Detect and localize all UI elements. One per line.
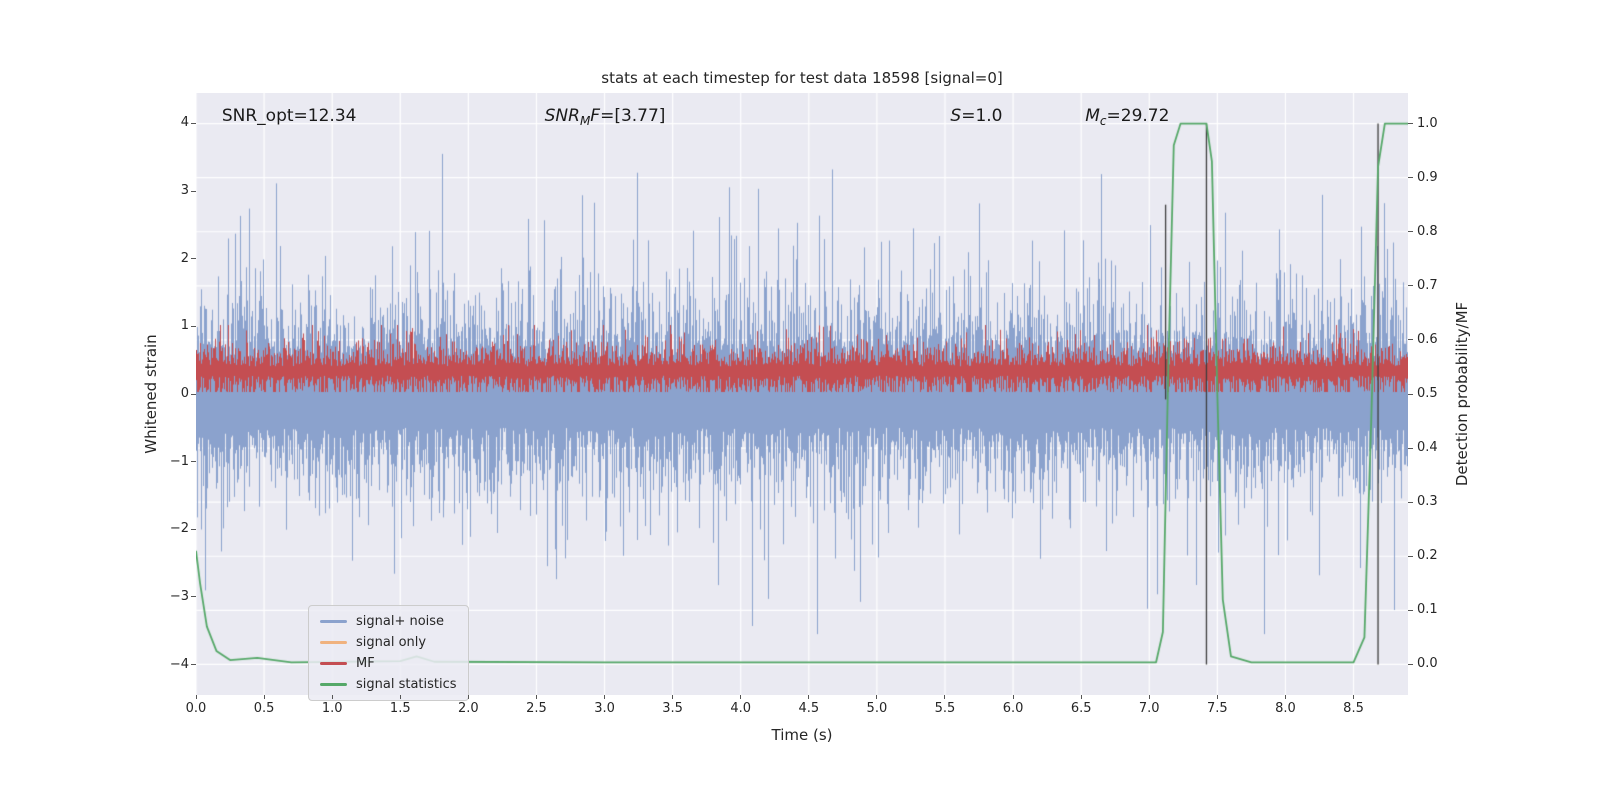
x-tick-label: 5.5: [934, 701, 956, 716]
legend-line-swatch: [320, 620, 347, 623]
left-y-tick-label: 4: [180, 115, 189, 131]
x-tick-label: 0.0: [185, 701, 207, 716]
x-tick-label: 8.0: [1275, 701, 1296, 716]
left-y-tick-label: −2: [169, 521, 189, 537]
x-tick-mark: [876, 695, 878, 699]
x-tick-label: 3.0: [594, 701, 615, 716]
x-tick-mark: [1080, 695, 1082, 699]
left-y-tick-label: −4: [169, 656, 189, 672]
x-tick-mark: [1353, 695, 1355, 699]
x-tick-mark: [263, 695, 265, 699]
right-y-tick-mark: [1408, 285, 1413, 287]
legend-item: signal statistics: [320, 676, 457, 693]
legend-item: signal+ noise: [320, 613, 457, 630]
right-axis-label: Detection probability/MF: [1453, 301, 1471, 487]
left-y-tick-label: −3: [169, 588, 189, 604]
right-y-tick-label: 0.0: [1417, 656, 1438, 672]
x-tick-label: 8.5: [1343, 701, 1364, 716]
x-tick-mark: [740, 695, 742, 699]
left-y-tick-label: 1: [180, 318, 189, 334]
x-tick-mark: [1012, 695, 1014, 699]
x-tick-mark: [535, 695, 537, 699]
right-y-tick-mark: [1408, 663, 1413, 665]
legend-line-swatch: [320, 683, 347, 686]
legend-item: signal only: [320, 634, 457, 651]
left-y-tick-label: 3: [180, 183, 189, 199]
right-y-tick-mark: [1408, 447, 1413, 449]
legend-line-swatch: [320, 662, 347, 665]
left-axis-label: Whitened strain: [142, 334, 160, 454]
legend-line-swatch: [320, 641, 347, 644]
legend-label: signal statistics: [356, 677, 457, 692]
x-tick-mark: [1284, 695, 1286, 699]
x-tick-label: 5.0: [866, 701, 888, 716]
right-y-tick-label: 1.0: [1417, 115, 1438, 131]
right-y-tick-mark: [1408, 393, 1413, 395]
x-tick-label: 1.0: [321, 701, 343, 716]
x-tick-mark: [1148, 695, 1150, 699]
x-tick-label: 1.5: [389, 701, 411, 716]
plot-area: SNR_opt=12.34 SNRMF=[3.77] S=1.0 Mc=29.72 s…: [196, 93, 1408, 701]
x-tick-mark: [672, 695, 674, 699]
x-tick-mark: [1216, 695, 1218, 699]
right-y-tick-label: 0.8: [1417, 223, 1438, 239]
right-y-tick-label: 0.1: [1417, 602, 1438, 618]
chart-canvas: [196, 93, 1408, 695]
x-tick-label: 7.5: [1207, 701, 1228, 716]
left-y-tick-label: 2: [180, 250, 189, 266]
x-tick-label: 7.0: [1138, 701, 1160, 716]
x-tick-mark: [808, 695, 810, 699]
left-y-tick-label: −1: [169, 453, 189, 469]
x-tick-label: 2.5: [526, 701, 547, 716]
legend-label: signal+ noise: [356, 614, 445, 629]
x-tick-label: 2.0: [458, 701, 479, 716]
legend-item: MF: [320, 655, 457, 672]
right-y-tick-label: 0.3: [1417, 494, 1438, 510]
right-y-tick-mark: [1408, 555, 1413, 557]
right-y-tick-mark: [1408, 609, 1413, 611]
x-tick-label: 0.5: [253, 701, 275, 716]
x-tick-label: 4.5: [798, 701, 820, 716]
x-tick-label: 4.0: [730, 701, 752, 716]
x-tick-label: 3.5: [662, 701, 683, 716]
right-y-tick-label: 0.7: [1417, 277, 1438, 293]
right-y-tick-mark: [1408, 123, 1413, 125]
right-y-tick-mark: [1408, 177, 1413, 179]
right-y-tick-label: 0.9: [1417, 169, 1438, 185]
x-axis-label: Time (s): [771, 726, 833, 744]
x-tick-mark: [195, 695, 197, 699]
x-tick-mark: [604, 695, 606, 699]
right-y-tick-mark: [1408, 231, 1413, 233]
chart-title: stats at each timestep for test data 185…: [601, 69, 1003, 87]
right-y-tick-label: 0.2: [1417, 548, 1438, 564]
right-y-tick-mark: [1408, 339, 1413, 341]
legend: signal+ noise signal only MF signal statist…: [308, 605, 469, 701]
legend-label: MF: [356, 656, 375, 671]
x-tick-label: 6.0: [1002, 701, 1024, 716]
x-tick-label: 6.5: [1070, 701, 1092, 716]
x-tick-mark: [944, 695, 946, 699]
legend-label: signal only: [356, 635, 427, 650]
right-y-tick-mark: [1408, 501, 1413, 503]
